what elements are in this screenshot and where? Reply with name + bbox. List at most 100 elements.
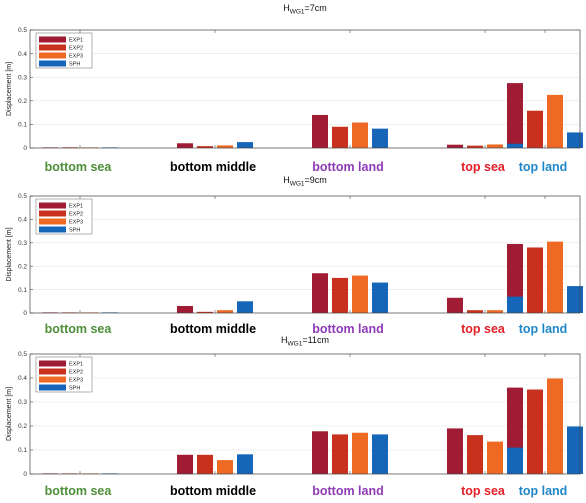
legend-label: EXP1 (69, 38, 83, 44)
legend-swatch-sph (39, 60, 66, 67)
y-axis-label: Displacement [m] (6, 227, 13, 281)
legend-label: EXP3 (69, 378, 83, 384)
category-label: top land (519, 160, 568, 174)
bar-exp1-4 (447, 297, 463, 313)
legend-label: SPH (69, 228, 80, 234)
plot-area (30, 30, 580, 148)
bar-exp2-1 (62, 147, 78, 148)
category-label: top sea (461, 484, 506, 498)
bar-exp3-3 (352, 432, 368, 474)
bar-exp1-5 (507, 83, 523, 148)
title-main: H (281, 335, 288, 345)
axes-box (29, 195, 581, 314)
y-tick-label: 0.3 (18, 399, 27, 406)
legend-swatch-sph (39, 384, 66, 391)
bar-sph-2 (237, 301, 253, 313)
plot-area (30, 196, 580, 313)
legend-swatch-exp1 (39, 202, 66, 209)
bar-exp3-4 (487, 310, 503, 313)
title-rest: =7cm (305, 3, 327, 13)
y-tick-label: 0.3 (18, 240, 27, 247)
axes-box (29, 29, 581, 149)
legend-label: EXP1 (69, 362, 83, 368)
title-rest: =9cm (305, 175, 327, 185)
legend-label: EXP3 (69, 54, 83, 60)
bar-exp3-2 (217, 460, 233, 474)
bar-exp3-3 (352, 275, 368, 313)
y-axis-label: Displacement [m] (6, 62, 13, 116)
y-tick-label: 0.5 (18, 27, 27, 34)
legend-label: EXP3 (69, 220, 83, 226)
bar-exp1-5 (507, 243, 523, 313)
bar-exp1-2 (177, 454, 193, 474)
bar-sph-5 (567, 132, 583, 148)
y-tick-label: 0.4 (18, 51, 27, 58)
legend-swatch-exp3 (39, 376, 66, 383)
y-tick-label: 0.4 (18, 375, 27, 382)
title-main: H (283, 175, 290, 185)
category-label: bottom middle (170, 160, 256, 174)
bar-exp2-5 (527, 247, 543, 313)
y-tick-label: 0 (23, 310, 27, 317)
legend-label: SPH (69, 62, 80, 68)
bar-exp2-2 (197, 311, 213, 313)
legend-label: EXP2 (69, 46, 83, 52)
category-label: bottom sea (45, 484, 113, 498)
axes-box (29, 353, 581, 475)
y-tick-label: 0.4 (18, 217, 27, 224)
bar-sph-3 (372, 434, 388, 474)
bar-exp3-3 (352, 122, 368, 148)
legend-swatch-sph (39, 226, 66, 233)
category-label: bottom sea (45, 322, 113, 336)
bar-sph-4 (507, 296, 523, 313)
bar-exp2-4 (467, 310, 483, 313)
y-tick-label: 0.1 (18, 287, 27, 294)
bar-exp3-2 (217, 310, 233, 313)
bar-exp1-3 (312, 431, 328, 474)
legend-swatch-exp1 (39, 36, 66, 43)
bar-exp2-4 (467, 435, 483, 474)
legend-swatch-exp2 (39, 44, 66, 51)
y-axis-label: Displacement [m] (6, 387, 13, 441)
y-tick-label: 0.2 (18, 98, 27, 105)
legend-label: SPH (69, 386, 80, 392)
bar-sph-2 (237, 142, 253, 148)
chart-title: HWG1=7cm (283, 3, 327, 16)
bar-exp1-3 (312, 114, 328, 148)
bar-sph-3 (372, 128, 388, 148)
bar-exp2-5 (527, 389, 543, 474)
legend-label: EXP1 (69, 204, 83, 210)
title-subscript: WG1 (290, 181, 305, 188)
bar-sph-4 (507, 447, 523, 474)
bar-exp3-2 (217, 145, 233, 148)
bar-exp2-3 (332, 126, 348, 148)
legend-swatch-exp1 (39, 360, 66, 367)
bar-exp2-2 (197, 454, 213, 474)
bar-exp3-4 (487, 441, 503, 474)
title-rest: =11cm (302, 335, 329, 345)
category-label: bottom middle (170, 484, 256, 498)
y-tick-label: 0.3 (18, 74, 27, 81)
y-tick-label: 0.5 (18, 351, 27, 358)
chart-title: HWG1=11cm (281, 335, 329, 348)
bar-exp3-4 (487, 144, 503, 148)
title-subscript: WG1 (288, 341, 303, 348)
bar-exp1-4 (447, 144, 463, 148)
legend-label: EXP2 (69, 212, 83, 218)
bar-exp3-5 (547, 378, 563, 474)
bar-exp1-2 (177, 305, 193, 313)
chart-panel-3: 0 0.1 0.2 0.3 0.4 0.5 HWG1=11cm Displacement [m… (6, 335, 583, 498)
category-label: bottom land (312, 322, 384, 336)
title-main: H (283, 3, 290, 13)
y-tick-label: 0.2 (18, 263, 27, 270)
y-tick-label: 0 (23, 145, 27, 152)
category-label: bottom sea (45, 160, 113, 174)
category-label: top land (519, 322, 568, 336)
bar-sph-2 (237, 454, 253, 474)
category-label: top land (519, 484, 568, 498)
legend-swatch-exp2 (39, 368, 66, 375)
category-label: bottom land (312, 160, 384, 174)
bar-exp3-5 (547, 94, 563, 148)
bar-sph-3 (372, 282, 388, 313)
